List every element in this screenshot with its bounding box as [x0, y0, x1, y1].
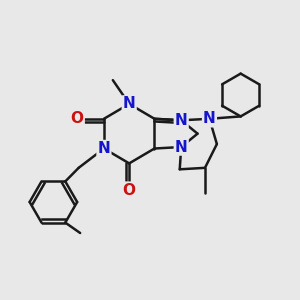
Text: O: O: [123, 183, 136, 198]
Text: N: N: [123, 96, 136, 111]
Text: N: N: [175, 113, 188, 128]
Text: N: N: [203, 111, 216, 126]
Text: O: O: [71, 111, 84, 126]
Text: N: N: [98, 141, 110, 156]
Text: N: N: [175, 140, 188, 154]
